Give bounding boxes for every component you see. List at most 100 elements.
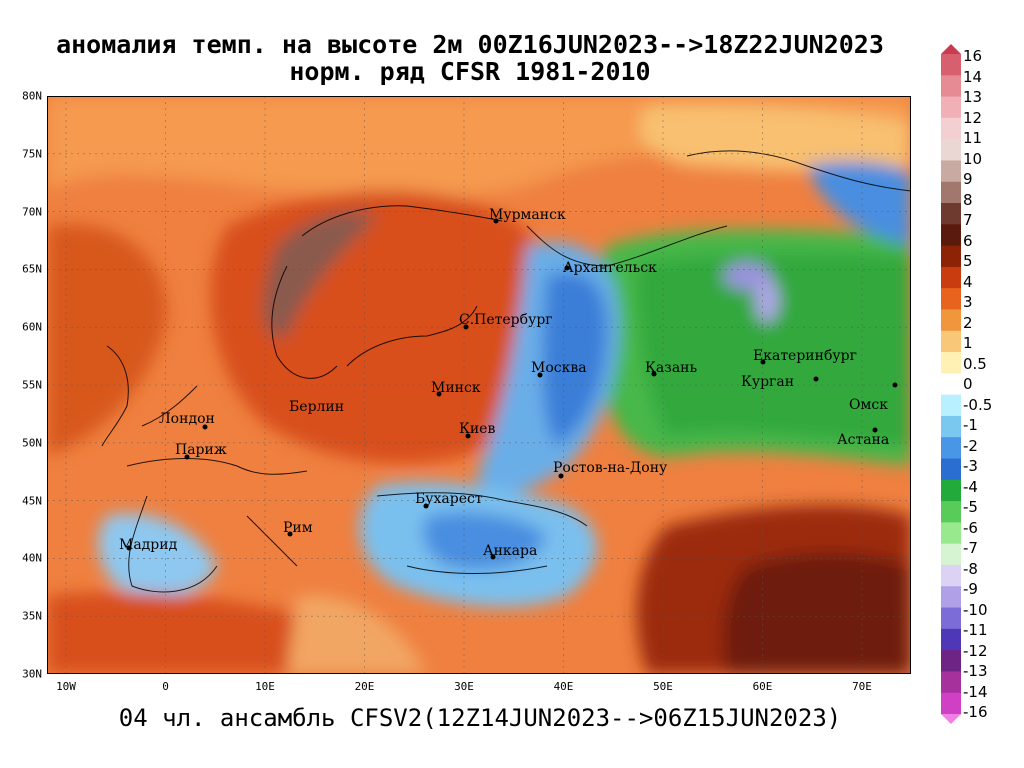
city-label-london: Лондон (159, 411, 215, 427)
city-marker (202, 424, 208, 430)
colorbar (941, 44, 961, 724)
colorbar-label: 9 (963, 170, 973, 188)
city-marker (423, 503, 429, 509)
lon-tick-label: 0 (162, 680, 169, 693)
colorbar-label: 2 (963, 313, 973, 332)
colorbar-label: -7 (963, 539, 978, 557)
colorbar-swatch (941, 352, 961, 374)
anomaly-field (47, 96, 911, 674)
colorbar-top-triangle (941, 44, 961, 54)
colorbar-swatch (941, 522, 961, 545)
colorbar-swatch (941, 373, 961, 396)
city-marker (813, 376, 819, 382)
lon-tick-label: 60E (752, 680, 773, 693)
colorbar-swatch (941, 415, 961, 438)
lon-tick-label: 10W (56, 680, 76, 693)
city-label-paris: Париж (175, 442, 227, 458)
colorbar-swatch (941, 692, 961, 715)
city-label-moscow: Москва (531, 360, 587, 376)
colorbar-label: -1 (963, 416, 978, 434)
lat-tick-label: 65N (22, 262, 42, 276)
colorbar-swatch (941, 203, 961, 225)
lat-tick-label: 55N (22, 378, 42, 392)
city-marker (651, 371, 657, 377)
colorbar-swatch (941, 245, 961, 268)
colorbar-label: -10 (963, 600, 988, 619)
colorbar-label: 10 (963, 149, 983, 168)
city-marker (493, 218, 499, 224)
colorbar-label: -6 (963, 518, 978, 537)
colorbar-label: -0.5 (963, 395, 993, 414)
map-title: аномалия темп. на высоте 2м 00Z16JUN2023… (56, 30, 884, 59)
grid-lines (47, 96, 911, 674)
colorbar-swatch (941, 75, 961, 98)
colorbar-swatch (941, 181, 961, 204)
colorbar-swatch (941, 564, 961, 587)
city-label-omsk: Омск (849, 397, 888, 413)
city-marker (892, 382, 898, 388)
colorbar-swatch (941, 501, 961, 523)
lon-tick-label: 10E (255, 680, 275, 693)
city-label-spb: С.Петербург (459, 312, 553, 328)
colorbar-swatch (941, 54, 961, 76)
colorbar-swatch (941, 586, 961, 609)
colorbar-swatch (941, 479, 961, 502)
colorbar-label: 7 (963, 211, 973, 229)
city-label-arkhangelsk: Архангельск (563, 260, 657, 276)
lat-tick-label: 35N (22, 609, 42, 623)
colorbar-swatch (941, 160, 961, 183)
lat-tick-label: 75N (22, 147, 42, 161)
lat-tick-label: 30N (22, 667, 42, 681)
colorbar-swatch (941, 394, 961, 417)
city-label-kurgan: Курган (741, 374, 794, 390)
map-subtitle: норм. ряд CFSR 1981-2010 (289, 57, 651, 86)
lat-tick-label: 70N (22, 205, 42, 219)
colorbar-swatch (941, 650, 961, 672)
lon-tick-label: 50E (653, 680, 673, 693)
colorbar-label: 8 (963, 190, 973, 209)
city-markers: Мурманск Архангельск С.Петербург Москва … (119, 207, 898, 560)
colorbar-swatch (941, 96, 961, 119)
lat-tick-label: 50N (22, 436, 42, 450)
city-marker (465, 433, 471, 439)
city-marker (287, 531, 293, 537)
colorbar-label: 5 (963, 252, 973, 270)
colorbar-label: -11 (963, 621, 988, 639)
colorbar-swatch (941, 607, 961, 630)
colorbar-label: -4 (963, 477, 978, 496)
colorbar-label: -9 (963, 580, 978, 598)
city-label-kazan: Казань (645, 360, 697, 376)
colorbar-label: 0.5 (963, 354, 987, 373)
colorbar-swatch (941, 266, 961, 289)
city-marker (126, 545, 132, 551)
city-marker (564, 265, 570, 271)
colorbar-swatch (941, 139, 961, 161)
city-label-rostov: Ростов-на-Дону (553, 460, 668, 476)
city-label-murmansk: Мурманск (489, 207, 566, 223)
city-marker (490, 554, 496, 560)
city-label-astana: Астана (837, 432, 889, 448)
city-label-rome: Рим (283, 520, 313, 536)
lat-tick-label: 60N (22, 320, 42, 334)
map-frame (47, 96, 911, 674)
city-marker (872, 427, 878, 433)
colorbar-swatch (941, 628, 961, 651)
colorbar-bottom-triangle (941, 714, 961, 724)
colorbar-swatch (941, 458, 961, 481)
city-label-berlin: Берлин (289, 399, 344, 415)
colorbar-label: -2 (963, 436, 978, 455)
city-label-yekaterinburg: Екатеринбург (753, 348, 857, 364)
anomaly-map: Мурманск Архангельск С.Петербург Москва … (47, 96, 911, 674)
lon-tick-label: 70E (852, 680, 872, 693)
colorbar-label: 16 (963, 47, 983, 65)
colorbar-label: -13 (963, 662, 988, 680)
lon-tick-label: 20E (354, 680, 375, 693)
anomaly-map-svg: Мурманск Архангельск С.Петербург Москва … (47, 96, 911, 674)
colorbar-swatch (941, 671, 961, 694)
colorbar-swatch (941, 224, 961, 247)
lat-tick-label: 40N (22, 551, 42, 565)
colorbar-swatch (941, 330, 961, 353)
city-label-ankara: Анкара (483, 543, 537, 559)
lat-tick-label: 45N (22, 494, 42, 508)
colorbar-label: 11 (963, 129, 983, 147)
